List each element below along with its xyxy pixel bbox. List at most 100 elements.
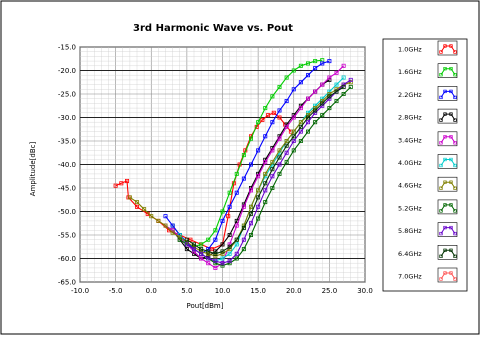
- x-tick-label: 0.0: [146, 287, 157, 295]
- data-point: [298, 129, 303, 134]
- data-point: [291, 148, 296, 153]
- legend-swatch-box: [437, 86, 458, 101]
- data-point: [277, 162, 282, 167]
- data-point: [170, 223, 175, 228]
- data-point: [341, 82, 346, 87]
- data-point: [291, 138, 296, 143]
- data-point: [256, 188, 261, 193]
- data-point: [277, 155, 282, 160]
- data-point: [206, 249, 211, 254]
- data-point: [206, 256, 211, 261]
- data-point: [270, 148, 275, 153]
- data-point: [191, 242, 196, 247]
- data-point: [263, 171, 268, 176]
- legend-swatch-box: [437, 176, 458, 192]
- data-point: [213, 261, 218, 266]
- series-6-4ghz: [184, 84, 346, 256]
- data-point: [341, 63, 346, 68]
- data-point: [277, 115, 282, 120]
- data-point: [291, 129, 296, 134]
- data-point: [263, 200, 268, 205]
- data-point: [206, 254, 211, 259]
- data-point: [334, 82, 339, 87]
- y-tick-label: -35.0: [58, 138, 76, 146]
- data-point: [263, 134, 268, 139]
- data-point: [184, 247, 189, 252]
- data-point: [241, 176, 246, 181]
- legend-swatch-line: [440, 90, 456, 98]
- data-point: [305, 61, 310, 66]
- data-point: [227, 190, 232, 195]
- data-point: [270, 167, 275, 172]
- data-point: [327, 59, 332, 64]
- legend-label: 4.0GHz: [398, 159, 422, 167]
- legend-swatch-marker: [443, 248, 447, 252]
- chart-title: 3rd Harmonic Wave vs. Pout: [133, 23, 293, 34]
- series-line: [172, 59, 323, 248]
- data-point: [177, 235, 182, 240]
- series-layer: [113, 58, 353, 270]
- data-point: [320, 101, 325, 106]
- x-axis-label: Pout[dBm]: [187, 302, 224, 310]
- data-point: [298, 80, 303, 85]
- data-point: [313, 106, 318, 111]
- data-point: [127, 195, 132, 200]
- legend-swatch-box: [437, 154, 458, 169]
- data-point: [170, 230, 175, 235]
- legend-swatch-marker: [443, 271, 447, 275]
- legend-swatch-marker: [453, 277, 457, 281]
- data-point: [241, 237, 246, 242]
- legend-swatch-marker: [453, 141, 457, 145]
- data-point: [213, 237, 218, 242]
- data-point: [305, 73, 310, 78]
- legend-swatch-marker: [453, 163, 457, 168]
- data-point: [213, 258, 218, 263]
- legend-swatch-line: [440, 136, 456, 144]
- legend: 1.0GHz 1.6GHz 2.2GHz 2.8GHz 3.4GHz 4.0GHz 4.6G…: [382, 38, 468, 292]
- data-point: [313, 120, 318, 125]
- legend-swatch-marker: [453, 95, 457, 100]
- series-line: [186, 86, 344, 255]
- data-point: [277, 108, 282, 113]
- legend-label: 5.2GHz: [398, 204, 422, 212]
- data-point: [327, 94, 332, 99]
- data-point: [320, 99, 325, 104]
- data-point: [277, 171, 282, 176]
- data-point: [256, 174, 261, 179]
- data-point: [113, 183, 118, 188]
- data-point: [270, 120, 275, 125]
- y-tick-label: -60.0: [58, 255, 76, 263]
- legend-swatch-marker: [449, 157, 453, 162]
- data-point: [320, 82, 325, 87]
- x-tick-label: -5.0: [109, 287, 123, 295]
- data-point: [206, 237, 211, 242]
- legend-swatch-box: [437, 131, 458, 147]
- data-point: [291, 68, 296, 73]
- data-point: [241, 247, 246, 252]
- data-point: [248, 188, 253, 193]
- data-point: [284, 150, 289, 155]
- data-point: [341, 75, 346, 80]
- legend-swatch-marker: [449, 112, 453, 116]
- legend-swatch-marker: [443, 135, 447, 139]
- data-point: [270, 94, 275, 99]
- data-point: [199, 242, 204, 247]
- data-point: [163, 214, 168, 219]
- data-point: [284, 99, 289, 104]
- data-point: [234, 251, 239, 256]
- legend-swatch-marker: [443, 44, 447, 48]
- legend-swatch-marker: [439, 141, 443, 145]
- data-point: [227, 242, 232, 247]
- y-tick-label: -45.0: [58, 185, 76, 193]
- data-point: [271, 110, 276, 115]
- data-point: [270, 160, 275, 165]
- data-point: [334, 70, 339, 75]
- data-point: [220, 261, 225, 266]
- y-tick-label: -40.0: [58, 161, 76, 169]
- y-tick-label: -30.0: [58, 114, 76, 122]
- legend-label: 1.0GHz: [398, 46, 422, 54]
- legend-label: 7.0GHz: [398, 273, 422, 281]
- data-point: [220, 251, 225, 256]
